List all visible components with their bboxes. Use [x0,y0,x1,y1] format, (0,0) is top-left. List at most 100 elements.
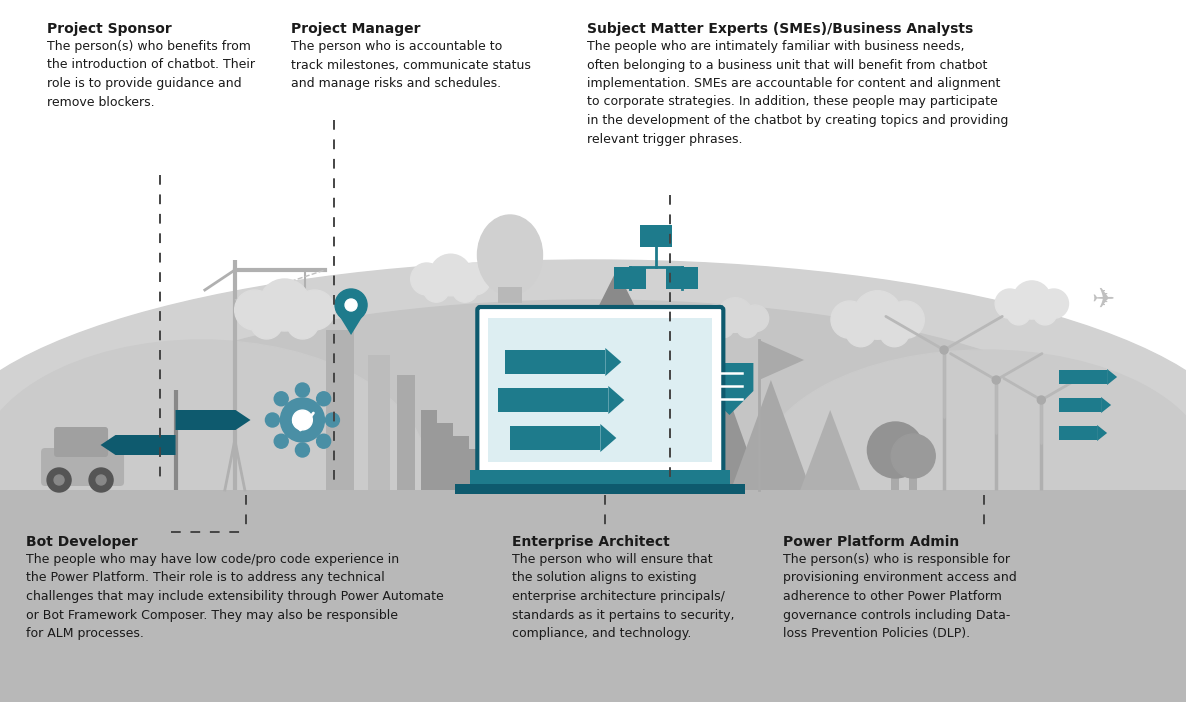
Polygon shape [506,270,727,490]
Bar [500,475,517,490]
Text: Subject Matter Experts (SMEs)/Business Analysts: Subject Matter Experts (SMEs)/Business A… [587,22,974,36]
Bar [471,470,731,484]
Bar [489,318,713,462]
Ellipse shape [0,340,427,600]
Polygon shape [706,363,753,415]
Text: The person who will ensure that
the solution aligns to existing
enterprise archi: The person who will ensure that the solu… [512,553,735,640]
Bar [505,350,605,374]
Polygon shape [1097,425,1107,441]
Text: The people who may have low code/pro code experience in
the Power Platform. Thei: The people who may have low code/pro cod… [26,553,444,640]
Circle shape [96,475,106,485]
Circle shape [713,317,734,338]
Circle shape [47,468,71,492]
Circle shape [880,317,910,347]
Circle shape [452,277,478,302]
Bar [665,267,697,289]
Circle shape [702,305,728,331]
Circle shape [55,475,64,485]
Circle shape [1038,396,1045,404]
Bar [368,355,390,490]
Circle shape [831,301,868,338]
Circle shape [325,413,339,427]
Polygon shape [605,348,621,376]
Circle shape [887,301,924,338]
Bar [1059,426,1097,440]
Bar [640,225,671,247]
Circle shape [429,254,472,296]
Polygon shape [176,410,250,430]
Polygon shape [759,340,804,380]
Bar [397,375,415,490]
Ellipse shape [478,215,542,295]
Circle shape [287,307,319,339]
Bar [510,426,600,450]
Text: Bot Developer: Bot Developer [26,535,138,549]
Circle shape [336,289,366,321]
Polygon shape [1107,369,1117,385]
Bar [468,449,485,490]
Text: Power Platform Admin: Power Platform Admin [783,535,959,549]
Ellipse shape [0,260,1186,640]
Polygon shape [662,350,761,490]
Polygon shape [478,320,637,490]
Bar [326,330,355,490]
Text: Project Manager: Project Manager [291,22,420,36]
Circle shape [295,383,310,397]
Bar [455,484,745,494]
Circle shape [345,299,357,311]
Bar [421,410,436,490]
Circle shape [250,307,282,339]
Circle shape [1013,281,1051,319]
Circle shape [846,317,875,347]
Circle shape [280,398,325,442]
Bar [498,388,608,412]
Polygon shape [600,424,617,452]
Circle shape [737,317,758,338]
Bar [498,287,522,303]
Circle shape [274,392,288,406]
Bar [436,423,453,490]
Bar [1059,398,1101,412]
Text: Enterprise Architect: Enterprise Architect [512,535,670,549]
Circle shape [410,263,442,295]
Text: Project Sponsor: Project Sponsor [47,22,172,36]
Circle shape [274,435,288,448]
Circle shape [718,298,753,332]
Circle shape [89,468,113,492]
Text: The person(s) who benefits from
the introduction of chatbot. Their
role is to pr: The person(s) who benefits from the intr… [47,40,255,109]
FancyBboxPatch shape [42,448,125,486]
Polygon shape [731,380,811,490]
Bar [0,490,1186,702]
Bar [1059,370,1107,384]
Circle shape [317,392,331,406]
Circle shape [891,434,936,478]
Polygon shape [1101,397,1111,413]
Text: ✈: ✈ [1091,286,1115,314]
Bar [485,462,500,490]
FancyBboxPatch shape [477,307,723,473]
Circle shape [423,277,449,302]
Bar [453,436,468,490]
Circle shape [940,346,948,354]
Circle shape [317,435,331,448]
Polygon shape [101,435,176,455]
Circle shape [293,410,312,430]
Circle shape [235,290,275,330]
Circle shape [459,263,491,295]
Ellipse shape [59,300,1127,620]
Text: The person(s) who is responsible for
provisioning environment access and
adheren: The person(s) who is responsible for pro… [783,553,1016,640]
FancyBboxPatch shape [55,427,108,457]
Circle shape [995,289,1025,318]
Circle shape [1007,301,1031,325]
Circle shape [1039,289,1069,318]
Bar [892,472,899,490]
Circle shape [867,422,924,478]
Circle shape [295,443,310,457]
Circle shape [742,305,769,331]
Bar [910,472,917,490]
Polygon shape [336,309,366,335]
Circle shape [259,279,311,331]
Polygon shape [608,386,624,414]
Circle shape [294,290,334,330]
Circle shape [854,291,901,339]
